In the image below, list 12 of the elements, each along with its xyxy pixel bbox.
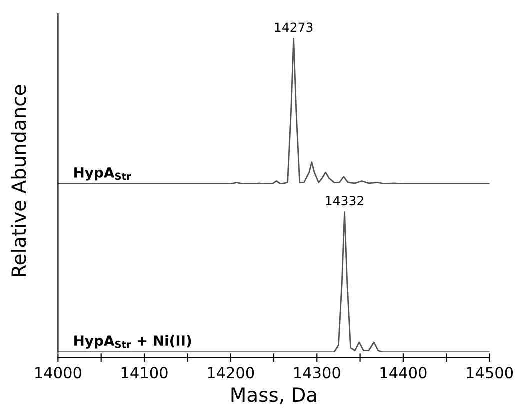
x-tick-label: 14300 (294, 367, 340, 379)
annotation: 14332 (326, 196, 364, 206)
x-tick-label: 14400 (380, 367, 427, 379)
annotation: 14273 (275, 22, 313, 32)
x-axis-title: Mass, Da (232, 388, 316, 404)
annotation: HypA$_{Str}$ (74, 168, 132, 181)
x-tick-label: 14200 (208, 367, 254, 379)
y-axis-title: Relative Abundance (11, 85, 26, 276)
x-tick-label: 14500 (467, 367, 514, 379)
x-tick-label: 14000 (36, 367, 82, 379)
annotation: HypA$_{Str}$ + Ni(II) (74, 335, 192, 349)
x-tick-label: 14100 (122, 367, 168, 379)
